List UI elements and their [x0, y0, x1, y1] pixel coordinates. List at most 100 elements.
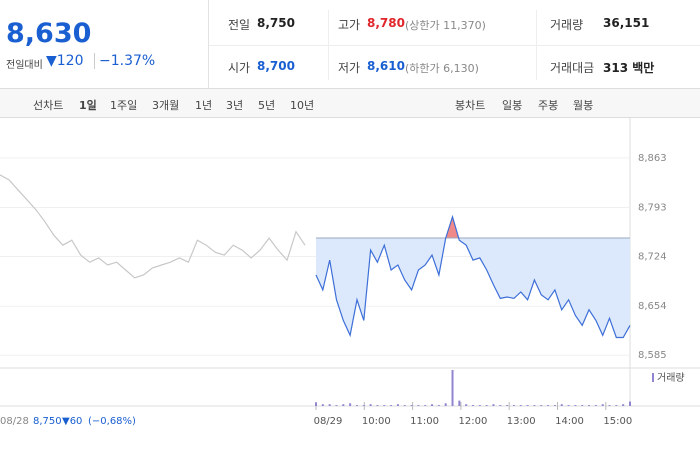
tab[interactable]: 월봉 [573, 99, 594, 112]
prev-date: 08/28 [0, 416, 29, 427]
area-down [316, 238, 630, 338]
volume-bar [321, 404, 324, 406]
chart: 8,863 8,793 8,724 8,654 8,585 08/29 10:00 11:00… [0, 118, 700, 427]
stat-label: 고가 [338, 18, 361, 32]
volume-bar [601, 404, 604, 406]
prev-change-pct: (−0,68%) [88, 416, 136, 427]
volume-bar [533, 405, 536, 406]
volume-bar [485, 405, 488, 406]
stat-value: 8,610 [367, 59, 405, 73]
volume-bar [506, 405, 509, 406]
stat-label: 저가 [338, 61, 361, 75]
volume-bar [431, 404, 434, 406]
volume-bar [622, 404, 625, 406]
volume-bar [512, 405, 515, 406]
volume-bar [465, 404, 468, 406]
tab[interactable]: 주봉 [538, 99, 559, 112]
stat-value: 313 백만 [603, 61, 655, 75]
volume-bar [574, 405, 577, 406]
volume-bar [349, 403, 352, 406]
volume-bar [594, 405, 597, 406]
change: ▼120 [46, 53, 84, 69]
divider [209, 45, 700, 46]
volume-bar [396, 404, 399, 406]
volume-bar [540, 405, 543, 406]
stat-note: (상한가 11,370) [405, 19, 486, 32]
x-tick-label: 08/29 [314, 416, 343, 427]
volume-bar [403, 405, 406, 406]
line-prev-day [0, 174, 306, 279]
y-tick-label: 8,585 [638, 350, 667, 361]
tab[interactable]: 3개월 [152, 99, 180, 112]
change-pct: −1.37% [94, 53, 155, 69]
volume-bar [553, 405, 556, 406]
volume-bar [410, 405, 413, 406]
legend-swatch [652, 373, 654, 382]
legend-label: 거래량 [657, 372, 685, 384]
tab[interactable]: 1일 [79, 99, 97, 112]
y-tick-label: 8,654 [638, 301, 667, 312]
line-today [315, 214, 631, 339]
stat-value: 8,700 [257, 59, 295, 73]
volume-bar [424, 405, 427, 406]
tab[interactable]: 일봉 [502, 99, 523, 112]
stat-value: 36,151 [603, 16, 650, 30]
volume-bar [342, 404, 345, 406]
prev-close: 8,750 [33, 416, 62, 427]
y-tick-label: 8,863 [638, 153, 667, 164]
top-border [0, 88, 700, 118]
volume-bar [417, 405, 420, 406]
volume-bar [478, 405, 481, 406]
volume-bar [458, 400, 461, 406]
volume-bar [499, 405, 502, 406]
volume-bar [615, 405, 618, 406]
stat-label: 전일 [228, 18, 251, 32]
volume-bar [383, 405, 386, 406]
tab-label: 봉차트 [455, 99, 486, 112]
volume-bar [608, 405, 611, 406]
stat-value: 8,780 [367, 16, 405, 30]
stat-label: 시가 [228, 61, 251, 75]
x-tick-label: 12:00 [458, 416, 487, 427]
tab[interactable]: 10년 [290, 99, 315, 112]
volume-bar [526, 405, 529, 406]
volume-bar [547, 405, 550, 406]
change-label: 전일대비 [6, 60, 43, 71]
y-tick-label: 8,793 [638, 203, 667, 214]
volume-bar [492, 404, 495, 406]
price: 8,630 [6, 18, 92, 49]
tab[interactable]: 3년 [226, 99, 244, 112]
y-tick-label: 8,724 [638, 252, 667, 263]
volume-bar [437, 405, 440, 406]
x-tick-label: 14:00 [555, 416, 584, 427]
volume-bar [588, 405, 591, 406]
volume-bar [472, 405, 474, 406]
x-tick-label: 13:00 [507, 416, 536, 427]
volume-bar [335, 405, 338, 406]
volume-bar [328, 404, 331, 406]
stat-label: 거래대금 [550, 61, 595, 75]
volume-bar [519, 405, 522, 406]
volume-bar [390, 405, 393, 406]
tab[interactable]: 5년 [258, 99, 276, 112]
volume-bar [369, 404, 372, 406]
x-tick-label: 11:00 [410, 416, 439, 427]
volume-bar [451, 370, 454, 406]
volume-bar [315, 402, 317, 406]
volume-bar [629, 401, 631, 406]
stat-label: 거래량 [550, 18, 584, 32]
volume-bar [581, 405, 584, 406]
stat-value: 8,750 [257, 16, 295, 30]
volume-bar [567, 405, 570, 406]
volume-bar [560, 404, 563, 406]
volume-bar [376, 405, 379, 406]
x-tick-label: 15:00 [603, 416, 632, 427]
tab[interactable]: 1주일 [110, 99, 138, 112]
stat-note: (하한가 6,130) [405, 62, 479, 75]
tab[interactable]: 1년 [195, 99, 213, 112]
tab-label: 선차트 [33, 99, 64, 112]
x-tick-label: 10:00 [362, 416, 391, 427]
volume-bar [444, 403, 447, 406]
